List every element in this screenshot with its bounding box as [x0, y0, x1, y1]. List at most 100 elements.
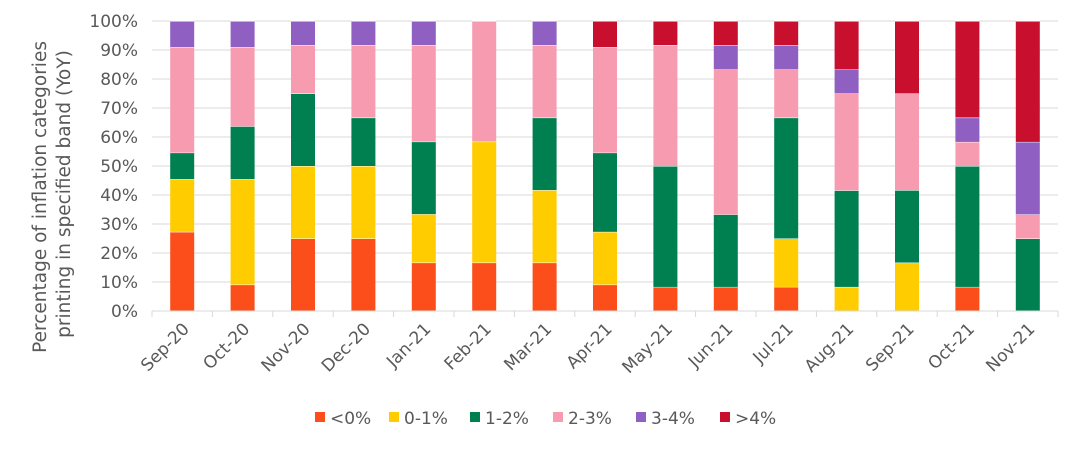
bar-segment: [351, 117, 376, 166]
bar-segment: [774, 117, 799, 239]
legend-label: 1-2%: [485, 409, 529, 429]
y-tick-label: 40%: [100, 186, 138, 206]
x-tick-label: Mar-21: [500, 319, 556, 375]
bar-segment: [713, 69, 738, 215]
bar-segment: [230, 284, 255, 311]
legend-label: <0%: [330, 409, 371, 429]
bar-segment: [291, 166, 315, 239]
bar-segment: [532, 45, 557, 118]
y-tick-label: 10%: [100, 273, 138, 293]
bar-segment: [230, 179, 255, 285]
bar-segment: [1015, 141, 1040, 215]
bar-segment: [411, 262, 436, 311]
bar-segment: [1015, 214, 1040, 239]
bar-segment: [774, 69, 799, 118]
bar-segment: [653, 166, 678, 287]
x-tick-label: Nov-20: [258, 319, 315, 376]
bar-segment: [895, 93, 919, 191]
bar-segment: [834, 93, 859, 191]
y-tick-label: 0%: [111, 302, 138, 322]
bar-segment: [774, 238, 799, 287]
x-tick-label: May-21: [619, 319, 677, 377]
bar-segment: [774, 21, 799, 46]
bar-segment: [230, 47, 255, 127]
legend-swatch: [720, 412, 730, 422]
bar-segment: [834, 190, 859, 287]
bar-segment: [834, 286, 859, 311]
x-tick-label: Apr-21: [563, 319, 617, 373]
bar-segment: [351, 21, 376, 46]
bar-segment: [593, 152, 617, 232]
bar-segment: [472, 21, 497, 142]
bar-segment: [1015, 21, 1040, 142]
bar-segment: [291, 21, 315, 46]
bar-segment: [653, 286, 678, 311]
bar-segment: [411, 45, 436, 142]
x-tick-label: Sep-20: [137, 319, 193, 375]
legend-label: 0-1%: [404, 409, 448, 429]
legend-label: >4%: [735, 409, 776, 429]
bar-segment: [170, 179, 195, 232]
legend: <0% 0-1% 1-2% 2-3% 3-4% >4%: [315, 409, 776, 429]
bar-segment: [291, 93, 315, 166]
bar-segment: [170, 231, 195, 311]
bar-segment: [895, 262, 919, 311]
x-tick-label: Oct-21: [924, 319, 979, 374]
y-tick-label: 50%: [100, 157, 138, 177]
bar-segment: [170, 152, 195, 180]
bar-segment: [834, 69, 859, 94]
y-tick-label: 20%: [100, 244, 138, 264]
bar-segment: [472, 141, 497, 263]
x-tick-label: Aug-21: [801, 319, 858, 376]
y-tick-labels: 0% 10% 20% 30% 40% 50% 60% 70% 80% 90% 100%: [89, 12, 138, 322]
x-tick-label: Jul-21: [749, 319, 798, 368]
bar-segment: [774, 286, 799, 311]
legend-swatch: [315, 412, 325, 422]
bar-segment: [713, 45, 738, 70]
legend-swatch: [470, 412, 480, 422]
legend-swatch: [553, 412, 563, 422]
bar-segment: [955, 21, 980, 118]
bar-segment: [593, 47, 617, 153]
x-tick-label: Oct-20: [200, 319, 255, 374]
x-tick-label: Jun-21: [684, 319, 737, 372]
x-tick-labels: Sep-20 Oct-20 Nov-20 Dec-20 Jan-21 Feb-21 Mar-…: [137, 319, 1039, 377]
bar-segment: [653, 21, 678, 46]
bar-segment: [713, 214, 738, 287]
bar-segment: [532, 21, 557, 46]
bar-segment: [834, 21, 859, 70]
bar-segment: [411, 21, 436, 46]
bar-segment: [472, 262, 497, 311]
bar-segment: [230, 126, 255, 180]
x-tick-label: Jan-21: [382, 319, 435, 372]
bar-segment: [593, 284, 617, 311]
bar-segment: [955, 166, 980, 287]
bar-segment: [955, 286, 980, 311]
bar-segment: [230, 21, 255, 48]
bar-segment: [713, 286, 738, 311]
bar-segment: [351, 238, 376, 311]
y-tick-label: 90%: [100, 41, 138, 61]
bar-segment: [291, 45, 315, 94]
y-axis-label: Percentage of inflation categories print…: [30, 35, 75, 353]
y-tick-label: 60%: [100, 128, 138, 148]
bar-segment: [170, 47, 195, 153]
x-tick-label: Sep-21: [862, 319, 918, 375]
bar-segment: [411, 141, 436, 215]
bar-segment: [532, 190, 557, 263]
y-tick-label: 30%: [100, 215, 138, 235]
bar-segment: [895, 190, 919, 263]
bar-segment: [1015, 238, 1040, 311]
bar-segment: [653, 45, 678, 166]
bar-segment: [291, 238, 315, 311]
bar-segment: [351, 166, 376, 239]
x-axis-ticks: [151, 311, 1059, 317]
bar-segment: [955, 141, 980, 166]
bar-segment: [593, 21, 617, 48]
bar-segment: [955, 117, 980, 142]
bar-segment: [411, 214, 436, 263]
bar-segment: [713, 21, 738, 46]
bar-segment: [532, 117, 557, 191]
bar-segment: [532, 262, 557, 311]
